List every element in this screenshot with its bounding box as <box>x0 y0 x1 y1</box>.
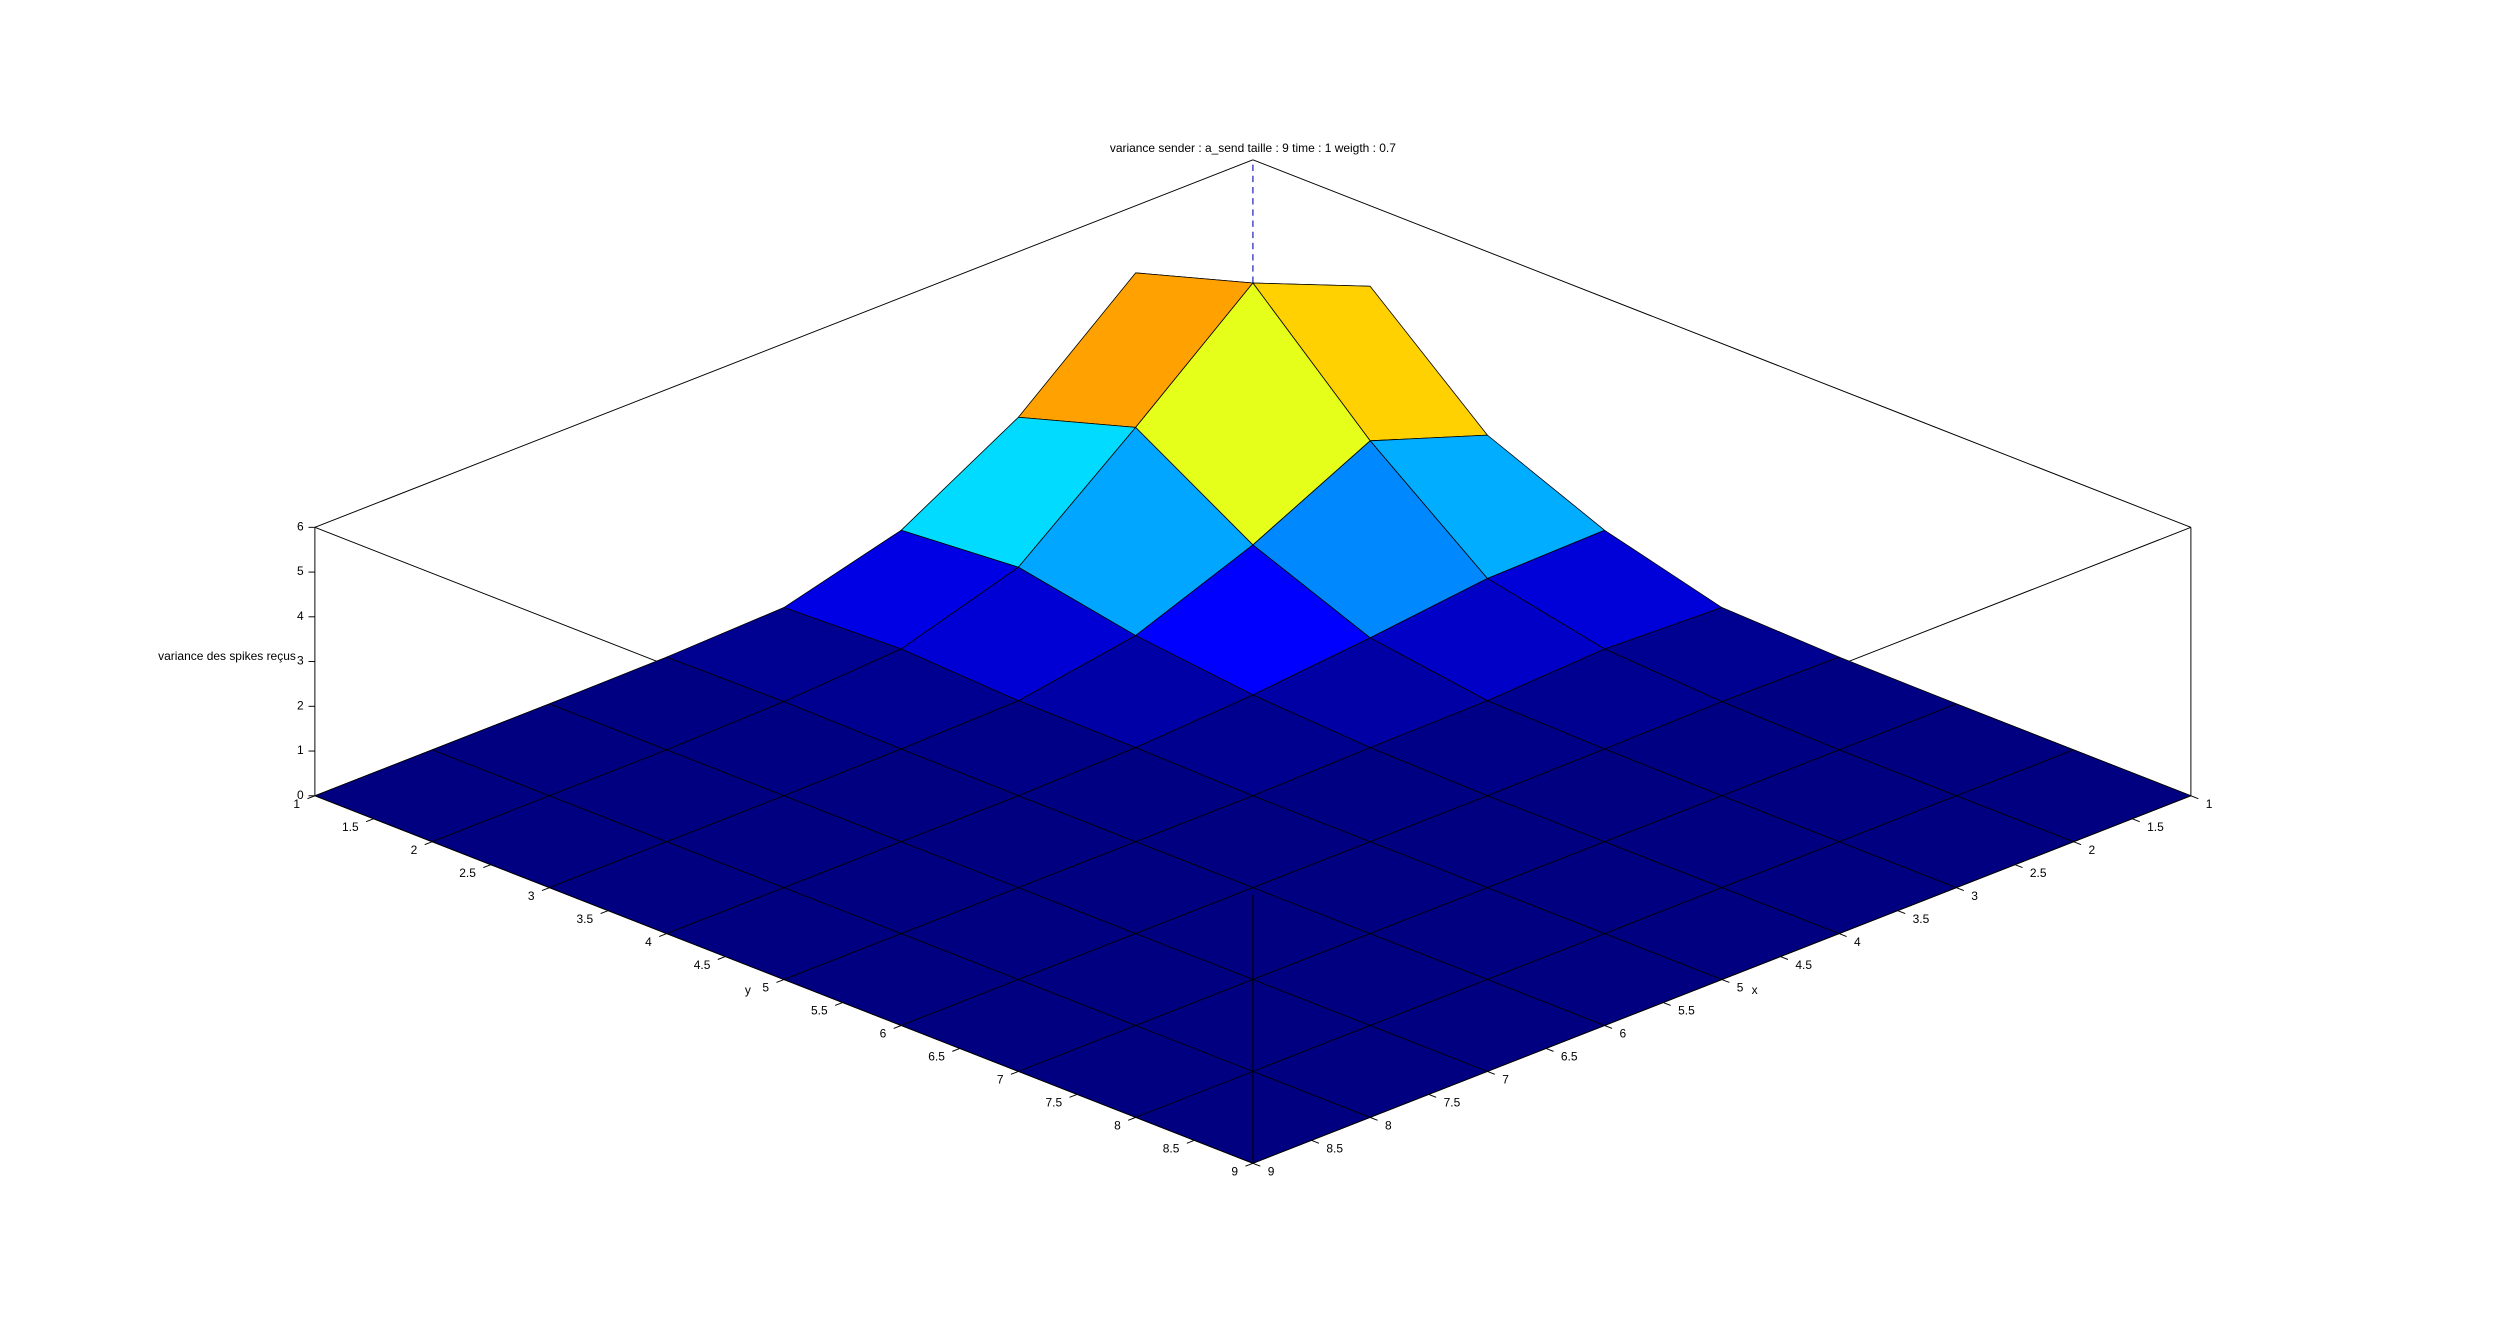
x-tick <box>1838 933 1847 937</box>
x-tick <box>1721 979 1730 983</box>
y-tick-label: 6 <box>880 1027 887 1041</box>
x-tick <box>2073 841 2082 846</box>
y-tick-label: 5 <box>762 981 769 995</box>
y-tick <box>483 864 491 869</box>
x-tick-label: 7.5 <box>1444 1096 1461 1110</box>
chart-title: variance sender : a_send taille : 9 time… <box>1110 141 1396 155</box>
x-tick <box>1604 1025 1613 1029</box>
box-edge <box>314 159 1254 528</box>
y-tick <box>952 1048 960 1052</box>
z-tick-label: 2 <box>297 698 304 712</box>
x-axis-label: x <box>1752 983 1758 997</box>
x-tick-label: 1.5 <box>2147 820 2164 834</box>
x-tick-label: 5 <box>1737 981 1744 995</box>
y-tick <box>717 956 726 960</box>
z-axis-label: variance des spikes reçus <box>158 649 296 663</box>
y-tick <box>659 933 667 937</box>
x-tick <box>1956 887 1965 892</box>
x-tick <box>1897 910 1906 915</box>
y-tick <box>365 818 374 823</box>
x-tick <box>2014 864 2023 869</box>
z-tick-label: 5 <box>297 564 304 578</box>
y-tick <box>1245 1162 1254 1167</box>
x-tick-label: 4 <box>1854 935 1861 949</box>
x-tick-label: 3 <box>1971 889 1978 903</box>
x-tick <box>1311 1139 1320 1144</box>
x-tick <box>1428 1093 1437 1098</box>
y-axis-label: y <box>745 983 751 997</box>
x-tick <box>1545 1048 1554 1052</box>
y-tick <box>600 910 609 915</box>
y-tick <box>424 841 433 846</box>
y-tick-label: 9 <box>1231 1165 1238 1179</box>
x-tick-label: 6.5 <box>1561 1050 1578 1064</box>
y-tick-label: 2.5 <box>459 866 476 880</box>
y-tick <box>1069 1093 1078 1098</box>
x-tick <box>1252 1162 1261 1167</box>
z-tick-label: 0 <box>297 788 304 802</box>
x-tick-label: 6 <box>1620 1027 1627 1041</box>
y-tick <box>1128 1116 1136 1121</box>
y-tick-label: 1 <box>293 797 300 811</box>
y-tick-label: 4 <box>645 935 652 949</box>
x-tick <box>1487 1070 1496 1075</box>
x-tick <box>2190 795 2199 800</box>
x-tick-label: 9 <box>1268 1165 1275 1179</box>
x-tick <box>2132 818 2140 823</box>
x-tick-label: 3.5 <box>1913 912 1930 926</box>
x-tick <box>1663 1002 1671 1006</box>
y-tick-label: 7 <box>997 1073 1004 1087</box>
z-tick-label: 3 <box>297 654 304 668</box>
box-edge <box>1252 159 2192 528</box>
x-tick-label: 2.5 <box>2030 866 2047 880</box>
x-tick <box>1369 1116 1378 1121</box>
y-tick <box>307 795 316 800</box>
y-tick-label: 3.5 <box>576 912 593 926</box>
x-tick-label: 8.5 <box>1326 1142 1343 1156</box>
y-tick <box>834 1002 843 1006</box>
x-tick-label: 7 <box>1502 1073 1509 1087</box>
y-tick-label: 4.5 <box>694 958 711 972</box>
y-tick <box>541 887 550 892</box>
y-tick-label: 1.5 <box>342 820 359 834</box>
y-tick <box>893 1025 902 1029</box>
x-tick-label: 1 <box>2206 797 2213 811</box>
y-tick-label: 7.5 <box>1045 1096 1062 1110</box>
x-tick-label: 4.5 <box>1795 958 1812 972</box>
y-tick <box>1010 1070 1019 1075</box>
y-tick <box>1186 1139 1195 1144</box>
y-tick-label: 3 <box>528 889 535 903</box>
z-tick-label: 6 <box>297 520 304 534</box>
y-tick-label: 6.5 <box>928 1050 945 1064</box>
x-tick-label: 5.5 <box>1678 1004 1695 1018</box>
y-tick-label: 5.5 <box>811 1004 828 1018</box>
y-tick-label: 8.5 <box>1163 1142 1180 1156</box>
z-tick-label: 4 <box>297 609 304 623</box>
y-tick-label: 2 <box>411 843 418 857</box>
z-tick-label: 1 <box>297 743 304 757</box>
y-tick <box>776 979 785 983</box>
x-tick-label: 2 <box>2089 843 2096 857</box>
y-tick-label: 8 <box>1114 1119 1121 1133</box>
x-tick <box>1780 956 1789 960</box>
x-tick-label: 8 <box>1385 1119 1392 1133</box>
